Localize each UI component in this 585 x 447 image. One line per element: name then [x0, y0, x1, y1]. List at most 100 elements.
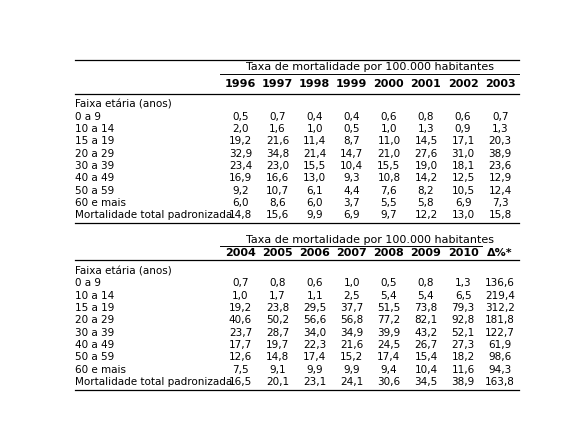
Text: 10 a 14: 10 a 14: [75, 124, 114, 134]
Text: 6,1: 6,1: [307, 186, 323, 196]
Text: 1996: 1996: [225, 79, 256, 89]
Text: 1,3: 1,3: [455, 278, 472, 288]
Text: 163,8: 163,8: [486, 377, 515, 387]
Text: 17,1: 17,1: [452, 136, 474, 147]
Text: 50 a 59: 50 a 59: [75, 352, 114, 363]
Text: 30 a 39: 30 a 39: [75, 328, 114, 337]
Text: 60 e mais: 60 e mais: [75, 198, 126, 208]
Text: 6,9: 6,9: [343, 211, 360, 220]
Text: 6,0: 6,0: [307, 198, 323, 208]
Text: 61,9: 61,9: [488, 340, 512, 350]
Text: 12,2: 12,2: [414, 211, 438, 220]
Text: 8,7: 8,7: [343, 136, 360, 147]
Text: 56,8: 56,8: [340, 316, 363, 325]
Text: 60 e mais: 60 e mais: [75, 365, 126, 375]
Text: 9,9: 9,9: [343, 365, 360, 375]
Text: 23,1: 23,1: [303, 377, 326, 387]
Text: 18,2: 18,2: [452, 352, 474, 363]
Text: 6,5: 6,5: [455, 291, 472, 301]
Text: 14,8: 14,8: [266, 352, 289, 363]
Text: 10,4: 10,4: [414, 365, 438, 375]
Text: 16,5: 16,5: [229, 377, 252, 387]
Text: 15,5: 15,5: [377, 161, 401, 171]
Text: 5,8: 5,8: [418, 198, 434, 208]
Text: 37,7: 37,7: [340, 303, 363, 313]
Text: 1,6: 1,6: [269, 124, 286, 134]
Text: 14,8: 14,8: [229, 211, 252, 220]
Text: 0,6: 0,6: [455, 112, 472, 122]
Text: 23,0: 23,0: [266, 161, 289, 171]
Text: 50,2: 50,2: [266, 316, 289, 325]
Text: 20,3: 20,3: [488, 136, 512, 147]
Text: 8,6: 8,6: [269, 198, 286, 208]
Text: 2005: 2005: [262, 249, 293, 258]
Text: 22,3: 22,3: [303, 340, 326, 350]
Text: 1999: 1999: [336, 79, 367, 89]
Text: 0,6: 0,6: [381, 112, 397, 122]
Text: 312,2: 312,2: [486, 303, 515, 313]
Text: 2,5: 2,5: [343, 291, 360, 301]
Text: 21,6: 21,6: [340, 340, 363, 350]
Text: 2002: 2002: [448, 79, 479, 89]
Text: 82,1: 82,1: [414, 316, 438, 325]
Text: 14,5: 14,5: [414, 136, 438, 147]
Text: 10 a 14: 10 a 14: [75, 291, 114, 301]
Text: 27,6: 27,6: [414, 149, 438, 159]
Text: 19,0: 19,0: [414, 161, 438, 171]
Text: 8,2: 8,2: [418, 186, 434, 196]
Text: 15,8: 15,8: [488, 211, 512, 220]
Text: 0,6: 0,6: [307, 278, 323, 288]
Text: 98,6: 98,6: [488, 352, 512, 363]
Text: 43,2: 43,2: [414, 328, 438, 337]
Text: 40 a 49: 40 a 49: [75, 173, 114, 183]
Text: 10,4: 10,4: [340, 161, 363, 171]
Text: 5,5: 5,5: [381, 198, 397, 208]
Text: 15 a 19: 15 a 19: [75, 303, 114, 313]
Text: 16,6: 16,6: [266, 173, 289, 183]
Text: 1,0: 1,0: [381, 124, 397, 134]
Text: 23,8: 23,8: [266, 303, 289, 313]
Text: 2000: 2000: [374, 79, 404, 89]
Text: 30 a 39: 30 a 39: [75, 161, 114, 171]
Text: 1,0: 1,0: [343, 278, 360, 288]
Text: 122,7: 122,7: [486, 328, 515, 337]
Text: 7,6: 7,6: [381, 186, 397, 196]
Text: 39,9: 39,9: [377, 328, 401, 337]
Text: 6,9: 6,9: [455, 198, 472, 208]
Text: 29,5: 29,5: [303, 303, 326, 313]
Text: 15,5: 15,5: [303, 161, 326, 171]
Text: 15,6: 15,6: [266, 211, 289, 220]
Text: 1,0: 1,0: [307, 124, 323, 134]
Text: 27,3: 27,3: [452, 340, 474, 350]
Text: 11,0: 11,0: [377, 136, 401, 147]
Text: 92,8: 92,8: [452, 316, 474, 325]
Text: 34,5: 34,5: [414, 377, 438, 387]
Text: 10,5: 10,5: [452, 186, 474, 196]
Text: 79,3: 79,3: [452, 303, 474, 313]
Text: 1,1: 1,1: [307, 291, 323, 301]
Text: 0,7: 0,7: [492, 112, 508, 122]
Text: 2003: 2003: [485, 79, 515, 89]
Text: 15,2: 15,2: [340, 352, 363, 363]
Text: Mortalidade total padronizada: Mortalidade total padronizada: [75, 211, 232, 220]
Text: 21,6: 21,6: [266, 136, 289, 147]
Text: 219,4: 219,4: [486, 291, 515, 301]
Text: 11,4: 11,4: [303, 136, 326, 147]
Text: 0,4: 0,4: [343, 112, 360, 122]
Text: 19,2: 19,2: [229, 136, 252, 147]
Text: 34,8: 34,8: [266, 149, 289, 159]
Text: 56,6: 56,6: [303, 316, 326, 325]
Text: 9,2: 9,2: [232, 186, 249, 196]
Text: 136,6: 136,6: [486, 278, 515, 288]
Text: 0 a 9: 0 a 9: [75, 112, 101, 122]
Text: 10,8: 10,8: [377, 173, 401, 183]
Text: 7,5: 7,5: [232, 365, 249, 375]
Text: 0,8: 0,8: [269, 278, 286, 288]
Text: 0,5: 0,5: [232, 112, 249, 122]
Text: 23,6: 23,6: [488, 161, 512, 171]
Text: Taxa de mortalidade por 100.000 habitantes: Taxa de mortalidade por 100.000 habitant…: [246, 235, 494, 245]
Text: 10,7: 10,7: [266, 186, 289, 196]
Text: 0,4: 0,4: [307, 112, 323, 122]
Text: 3,7: 3,7: [343, 198, 360, 208]
Text: 51,5: 51,5: [377, 303, 401, 313]
